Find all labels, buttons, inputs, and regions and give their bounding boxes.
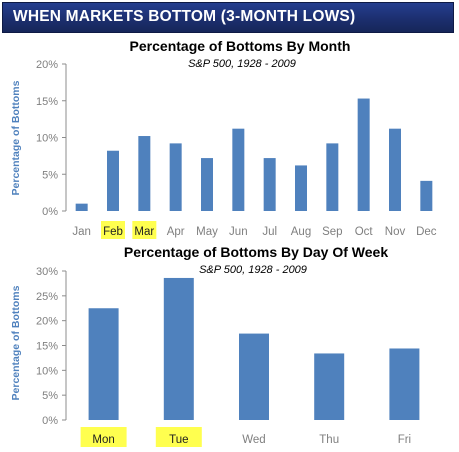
- header-banner: WHEN MARKETS BOTTOM (3-MONTH LOWS): [2, 2, 454, 33]
- y-tick-label: 15%: [36, 341, 58, 353]
- x-tick-label: Mon: [92, 434, 114, 446]
- x-tick-label: Jan: [72, 226, 91, 238]
- chart-title: Percentage of Bottoms By Month: [130, 38, 351, 54]
- y-tick-label: 10%: [36, 133, 58, 145]
- x-tick-label: Aug: [291, 226, 311, 238]
- x-tick-label: Nov: [385, 226, 406, 238]
- chart-subtitle: S&P 500, 1928 - 2009: [199, 264, 307, 276]
- x-tick-label: May: [196, 226, 218, 238]
- category-highlight: [101, 221, 125, 239]
- bar-nov: [389, 128, 401, 211]
- x-tick-label: Oct: [355, 226, 374, 238]
- chart-title: Percentage of Bottoms By Day Of Week: [124, 244, 388, 260]
- bar-tue: [163, 277, 194, 420]
- y-tick-label: 10%: [36, 365, 58, 377]
- bar-wed: [239, 333, 269, 420]
- x-tick-label: Apr: [167, 226, 185, 238]
- bar-jan: [75, 203, 88, 211]
- x-tick-label: Wed: [242, 434, 265, 446]
- chart-bottoms-by-weekday: Percentage of Bottoms By Day Of Week S&P…: [10, 244, 420, 447]
- y-tick-label: 0%: [42, 415, 58, 427]
- category-highlight: [155, 427, 202, 447]
- banner-title: WHEN MARKETS BOTTOM (3-MONTH LOWS): [13, 8, 356, 25]
- category-highlight: [80, 427, 127, 447]
- y-tick-label: 25%: [36, 291, 58, 303]
- bar-aug: [295, 165, 307, 211]
- bar-oct: [357, 98, 370, 211]
- x-tick-label: Jul: [262, 226, 277, 238]
- bar-sep: [326, 143, 339, 211]
- x-tick-label: Tue: [169, 434, 188, 446]
- y-tick-label: 5%: [42, 390, 58, 402]
- bar-apr: [169, 143, 182, 211]
- bar-jul: [263, 158, 276, 211]
- y-tick-label: 15%: [36, 96, 58, 108]
- bar-fri: [389, 348, 420, 420]
- y-tick-label: 0%: [42, 206, 58, 218]
- bar-dec: [420, 180, 433, 211]
- y-tick-label: 5%: [42, 169, 58, 181]
- y-axis-label: Percentage of Bottoms: [10, 285, 22, 400]
- category-highlight: [132, 221, 157, 239]
- y-tick-label: 20%: [36, 316, 58, 328]
- bar-mon: [88, 308, 119, 420]
- bar-jun: [232, 128, 245, 211]
- y-tick-label: 20%: [36, 59, 58, 71]
- bar-may: [201, 158, 213, 211]
- x-tick-label: Sep: [322, 226, 342, 238]
- bar-thu: [314, 353, 345, 420]
- chart-subtitle: S&P 500, 1928 - 2009: [188, 58, 296, 70]
- y-tick-label: 30%: [36, 266, 58, 278]
- bar-mar: [138, 136, 151, 211]
- x-tick-label: Dec: [416, 226, 437, 238]
- x-tick-label: Feb: [103, 226, 123, 238]
- x-tick-label: Jun: [229, 226, 248, 238]
- chart-bottoms-by-month: Percentage of Bottoms By Month S&P 500, …: [10, 38, 437, 239]
- x-tick-label: Fri: [398, 434, 411, 446]
- x-tick-label: Mar: [134, 226, 154, 238]
- x-tick-label: Thu: [319, 434, 339, 446]
- y-axis-label: Percentage of Bottoms: [10, 80, 22, 195]
- bar-feb: [107, 150, 119, 211]
